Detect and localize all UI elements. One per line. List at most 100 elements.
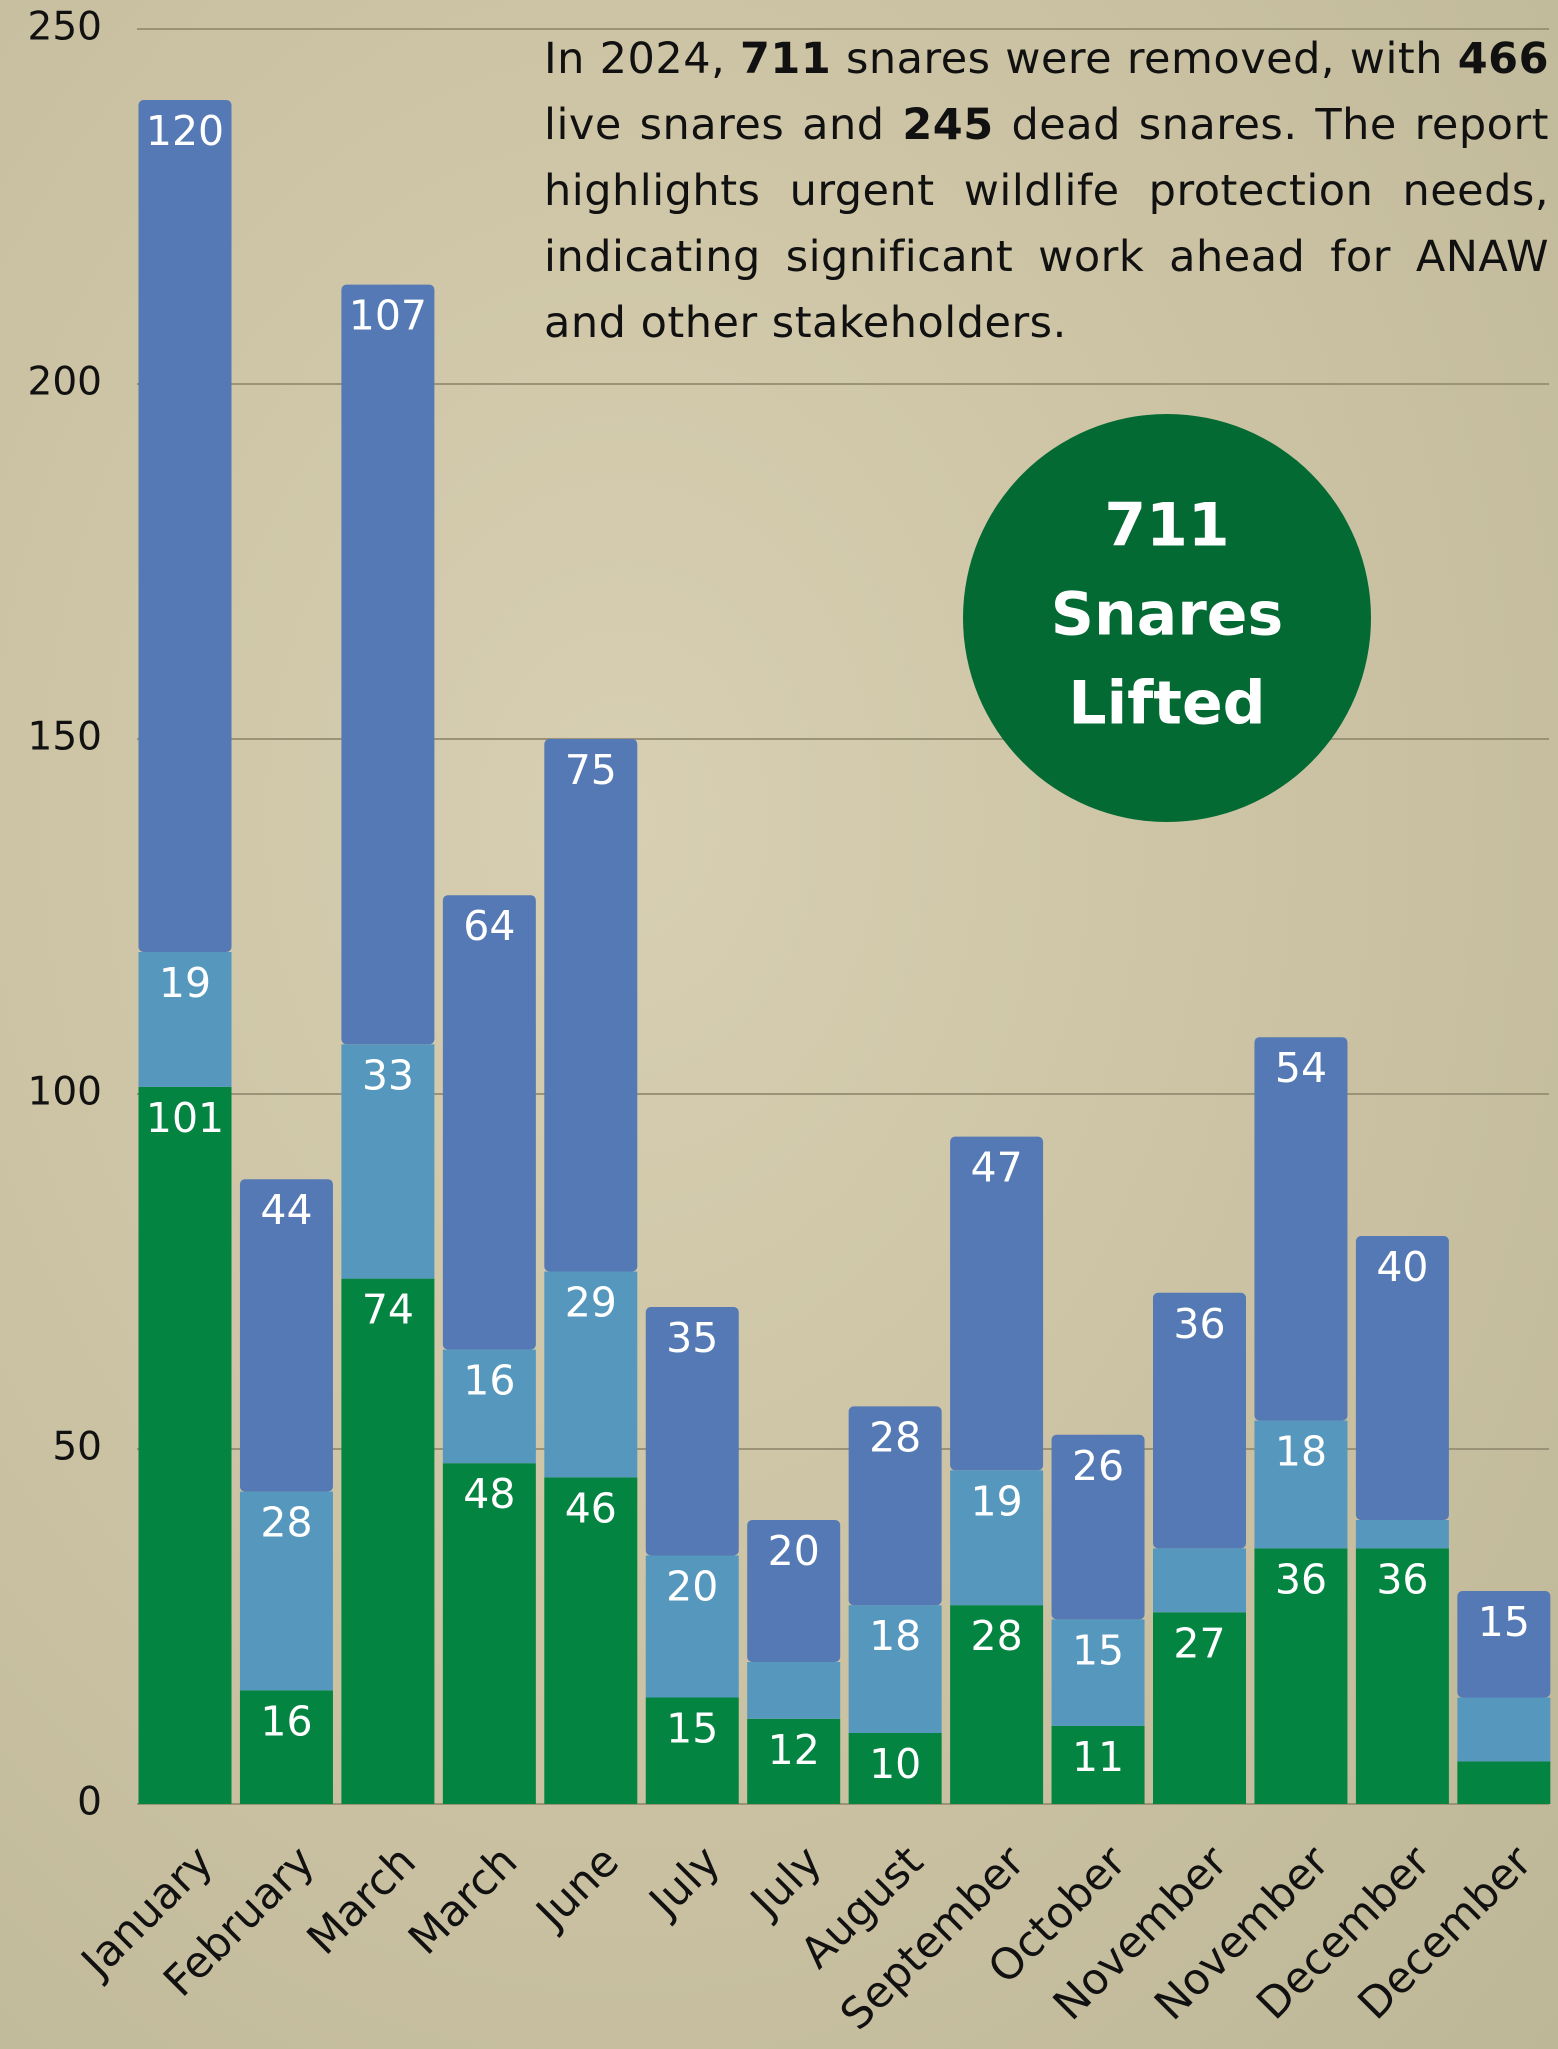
data-label: 15 [1478,1598,1530,1646]
bar-segment [442,1349,536,1464]
data-label: 64 [463,902,515,950]
bar-segment [239,1690,333,1804]
bar-segment [138,1086,232,1804]
data-label: 12 [768,1726,820,1774]
bar-segment [848,1605,942,1733]
badge-text: Snares [1051,580,1283,650]
data-label: 46 [565,1484,617,1532]
bar-segment [1355,1548,1449,1804]
x-tick-label: June [525,1837,629,1941]
bar-segment [950,1605,1044,1804]
x-tick-label: July [638,1837,730,1929]
data-label: 15 [666,1705,718,1753]
description-text: dead snares. The report highlights urgen… [544,100,1550,348]
data-label: 28 [869,1413,921,1461]
x-tick-label: March [399,1837,527,1965]
y-tick-label: 250 [28,5,102,50]
data-label: 40 [1376,1243,1428,1291]
bar-segment [1153,1612,1246,1804]
y-tick-label: 0 [77,1780,102,1825]
data-label: 36 [1376,1555,1428,1603]
data-label: 47 [971,1144,1023,1192]
data-label: 107 [349,292,427,340]
bar-segment [747,1718,841,1804]
bar-segment [747,1520,841,1662]
data-label: 29 [565,1279,617,1327]
data-label: 11 [1072,1733,1124,1781]
bar-segment [544,739,638,1272]
data-label: 36 [1275,1555,1327,1603]
bar-segment [1355,1236,1449,1520]
data-label: 10 [869,1740,921,1788]
bar-segment [1457,1591,1551,1698]
x-tick-label: July [739,1837,831,1929]
data-label: 18 [1275,1428,1327,1476]
bar-segment [1051,1619,1145,1726]
data-label: 44 [260,1186,312,1234]
bar-segment [1051,1725,1145,1804]
x-tick-label: March [298,1837,426,1965]
data-label: 26 [1072,1442,1124,1490]
description-text: 711 [739,34,832,84]
data-label: 15 [1072,1626,1124,1674]
badge [963,414,1371,822]
bar-segment [1355,1520,1449,1549]
bar-segment [950,1136,1044,1471]
bar-segment [1153,1292,1246,1549]
data-label: 48 [463,1470,515,1518]
data-label: 16 [260,1697,312,1745]
data-label: 75 [565,746,617,794]
bar-segment [645,1555,739,1698]
data-label: 101 [146,1094,224,1142]
bar-segment [1457,1697,1551,1762]
bar-segment [544,1477,638,1804]
badge-text: 711 [1104,491,1229,561]
description-text: In 2024, [544,34,740,84]
bar-segment [442,895,536,1350]
data-label: 18 [869,1612,921,1660]
y-tick-label: 150 [28,715,102,760]
data-label: 28 [260,1499,312,1547]
bar-segment [1254,1420,1348,1549]
bar-segment [1051,1434,1145,1620]
bar-segment [645,1307,739,1556]
bar-segment [848,1406,942,1606]
bar-segment [138,952,232,1087]
data-label: 120 [146,107,224,155]
data-label: 27 [1173,1619,1225,1667]
y-tick-label: 100 [28,1070,102,1115]
bar-segment [341,1044,435,1279]
data-label: 19 [971,1477,1023,1525]
description-text: snares were removed, with [831,34,1458,84]
bar-segment [1153,1548,1246,1613]
data-label: 19 [159,959,211,1007]
data-label: 28 [971,1612,1023,1660]
bar-segment [747,1662,841,1719]
data-label: 20 [666,1563,718,1611]
bar-segment [950,1470,1044,1606]
data-label: 35 [666,1314,718,1362]
data-label: 33 [362,1051,414,1099]
bar-segment [239,1179,333,1492]
data-label: 20 [768,1527,820,1575]
bar-segment [544,1271,638,1478]
y-tick-label: 200 [28,360,102,405]
data-label: 36 [1173,1300,1225,1348]
data-label: 54 [1275,1044,1327,1092]
bar-segment [138,100,232,952]
bar-segment [645,1697,739,1804]
bar-segment [1457,1761,1551,1804]
bar-segment [239,1491,333,1691]
description-text: 245 [902,100,994,150]
badge-text: Lifted [1068,669,1265,739]
data-label: 74 [362,1286,414,1334]
bar-segment [341,1278,435,1804]
description: In 2024, 711 snares were removed, with 4… [544,26,1549,356]
description-text: live snares and [544,100,903,150]
description-text: 466 [1457,34,1550,84]
bar-segment [848,1733,942,1804]
bar-segment [1254,1037,1348,1421]
y-tick-label: 50 [52,1425,102,1470]
